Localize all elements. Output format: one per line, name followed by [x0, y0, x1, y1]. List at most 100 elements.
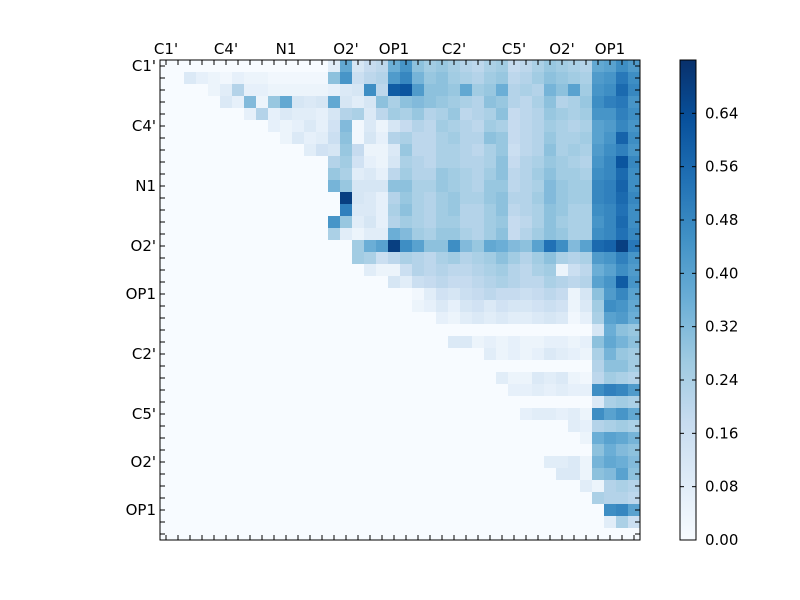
heatmap-cell	[532, 420, 545, 433]
heatmap-cell	[508, 168, 521, 181]
heatmap-cell	[220, 480, 233, 493]
heatmap-cell	[268, 456, 281, 469]
heatmap-cell	[364, 384, 377, 397]
heatmap-cell	[460, 528, 473, 541]
heatmap-cell	[520, 84, 533, 97]
heatmap-cell	[196, 360, 209, 373]
heatmap-cell	[544, 516, 557, 529]
heatmap-cell	[472, 156, 485, 169]
heatmap-cell	[508, 240, 521, 253]
heatmap-cell	[196, 348, 209, 361]
heatmap-cell	[484, 456, 497, 469]
heatmap-cell	[556, 408, 569, 421]
heatmap-cell	[220, 384, 233, 397]
heatmap-cell	[232, 60, 245, 73]
heatmap-cell	[340, 336, 353, 349]
heatmap-cell	[316, 216, 329, 229]
heatmap-cell	[484, 408, 497, 421]
heatmap-cell	[484, 528, 497, 541]
heatmap-cell	[400, 204, 413, 217]
heatmap-cell	[616, 300, 629, 313]
heatmap-cell	[616, 120, 629, 133]
heatmap-cell	[352, 144, 365, 157]
heatmap-cell	[280, 396, 293, 409]
heatmap-cell	[340, 312, 353, 325]
heatmap-cell	[196, 444, 209, 457]
heatmap-cell	[508, 144, 521, 157]
heatmap-cell	[208, 420, 221, 433]
heatmap-cell	[196, 180, 209, 193]
heatmap-cell	[568, 396, 581, 409]
heatmap-cell	[604, 240, 617, 253]
heatmap-cell	[472, 240, 485, 253]
heatmap-cell	[208, 528, 221, 541]
heatmap-cell	[256, 312, 269, 325]
heatmap-cell	[328, 480, 341, 493]
heatmap-cell	[592, 312, 605, 325]
heatmap-cell	[424, 468, 437, 481]
heatmap-cell	[604, 180, 617, 193]
heatmap-cell	[184, 192, 197, 205]
heatmap-cells	[160, 60, 641, 541]
heatmap-cell	[592, 420, 605, 433]
heatmap-cell	[424, 252, 437, 265]
heatmap-cell	[508, 528, 521, 541]
heatmap-cell	[280, 480, 293, 493]
heatmap-cell	[592, 360, 605, 373]
heatmap-cell	[352, 216, 365, 229]
heatmap-cell	[472, 180, 485, 193]
heatmap-cell	[352, 276, 365, 289]
heatmap-cell	[628, 396, 641, 409]
heatmap-cell	[220, 408, 233, 421]
heatmap-cell	[592, 252, 605, 265]
heatmap-cell	[292, 396, 305, 409]
heatmap-cell	[160, 312, 173, 325]
heatmap-cell	[256, 420, 269, 433]
heatmap-cell	[484, 72, 497, 85]
heatmap-cell	[508, 252, 521, 265]
heatmap-cell	[172, 408, 185, 421]
heatmap-cell	[244, 444, 257, 457]
heatmap-cell	[232, 336, 245, 349]
heatmap-cell	[184, 444, 197, 457]
heatmap-cell	[400, 408, 413, 421]
heatmap-cell	[556, 120, 569, 133]
heatmap-cell	[592, 516, 605, 529]
heatmap-cell	[496, 168, 509, 181]
heatmap-cell	[532, 288, 545, 301]
heatmap-cell	[256, 72, 269, 85]
heatmap-cell	[508, 312, 521, 325]
heatmap-cell	[220, 396, 233, 409]
heatmap-cell	[604, 468, 617, 481]
heatmap-cell	[304, 516, 317, 529]
heatmap-cell	[532, 504, 545, 517]
heatmap-cell	[532, 144, 545, 157]
heatmap-cell	[208, 108, 221, 121]
heatmap-cell	[604, 432, 617, 445]
heatmap-cell	[184, 96, 197, 109]
heatmap-cell	[364, 348, 377, 361]
heatmap-cell	[184, 528, 197, 541]
heatmap-cell	[160, 84, 173, 97]
heatmap-cell	[568, 72, 581, 85]
heatmap-cell	[184, 372, 197, 385]
heatmap-cell	[436, 204, 449, 217]
heatmap-cell	[436, 372, 449, 385]
heatmap-cell	[340, 324, 353, 337]
heatmap-cell	[424, 324, 437, 337]
heatmap-cell	[628, 204, 641, 217]
heatmap-cell	[196, 504, 209, 517]
heatmap-cell	[460, 348, 473, 361]
heatmap-cell	[424, 288, 437, 301]
heatmap-cell	[520, 288, 533, 301]
heatmap-cell	[256, 252, 269, 265]
heatmap-cell	[232, 480, 245, 493]
heatmap-cell	[256, 528, 269, 541]
heatmap-cell	[184, 384, 197, 397]
y-tick-label: OP1	[126, 285, 156, 303]
heatmap-cell	[244, 192, 257, 205]
heatmap-cell	[604, 348, 617, 361]
heatmap-cell	[532, 204, 545, 217]
heatmap-cell	[340, 84, 353, 97]
